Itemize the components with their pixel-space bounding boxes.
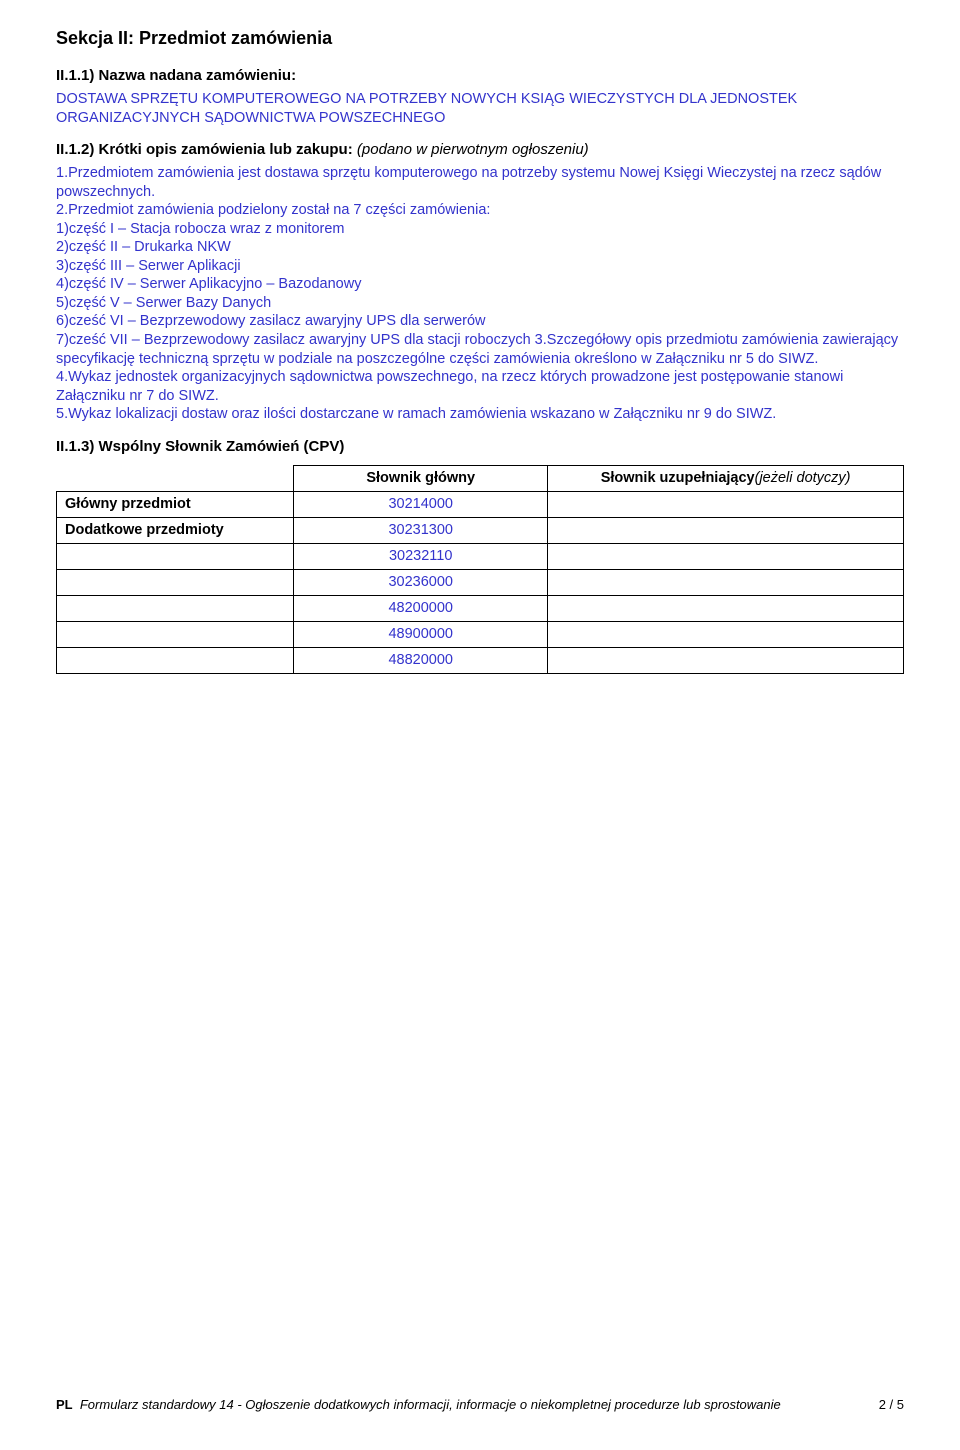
heading-short-desc-prefix: II.1.2) Krótki opis zamówienia lub zakup…	[56, 141, 353, 158]
footer-country-code: PL	[56, 1397, 73, 1412]
heading-short-desc-suffix: (podano w pierwotnym ogłoszeniu)	[357, 141, 589, 158]
row-main-label: Główny przedmiot	[57, 491, 294, 517]
table-row: 30232110	[57, 543, 904, 569]
table-row: 48820000	[57, 647, 904, 673]
table-row: Dodatkowe przedmioty 30231300	[57, 517, 904, 543]
cpv-code: 30232110	[294, 543, 548, 569]
cpv-code: 48820000	[294, 647, 548, 673]
cpv-code: 48200000	[294, 595, 548, 621]
row-additional-label: Dodatkowe przedmioty	[57, 517, 294, 543]
heading-cpv: II.1.3) Wspólny Słownik Zamówień (CPV)	[56, 438, 904, 455]
order-name-value: DOSTAWA SPRZĘTU KOMPUTEROWEGO NA POTRZEB…	[56, 90, 904, 127]
cpv-code: 30236000	[294, 569, 548, 595]
row-empty-label	[57, 647, 294, 673]
cpv-supp-cell	[548, 595, 904, 621]
table-header-main: Słownik główny	[294, 465, 548, 491]
table-row: 30236000	[57, 569, 904, 595]
table-header-empty	[57, 465, 294, 491]
cpv-supp-cell	[548, 491, 904, 517]
cpv-code: 30214000	[294, 491, 548, 517]
cpv-supp-cell	[548, 647, 904, 673]
heading-short-desc: II.1.2) Krótki opis zamówienia lub zakup…	[56, 141, 904, 158]
table-header-row: Słownik główny Słownik uzupełniający(jeż…	[57, 465, 904, 491]
cpv-table: Słownik główny Słownik uzupełniający(jeż…	[56, 465, 904, 674]
heading-order-name: II.1.1) Nazwa nadana zamówieniu:	[56, 67, 904, 84]
cpv-supp-cell	[548, 569, 904, 595]
cpv-supp-cell	[548, 543, 904, 569]
section-title: Sekcja II: Przedmiot zamówienia	[56, 28, 904, 49]
row-empty-label	[57, 595, 294, 621]
table-header-supp-prefix: Słownik uzupełniający	[601, 470, 755, 486]
table-header-supp-suffix: (jeżeli dotyczy)	[755, 470, 851, 486]
row-empty-label	[57, 621, 294, 647]
footer-text: Formularz standardowy 14 - Ogłoszenie do…	[80, 1397, 781, 1412]
row-empty-label	[57, 543, 294, 569]
row-empty-label	[57, 569, 294, 595]
page-footer: 2 / 5 PL Formularz standardowy 14 - Ogło…	[56, 1397, 904, 1414]
cpv-code: 48900000	[294, 621, 548, 647]
short-description-value: 1.Przedmiotem zamówienia jest dostawa sp…	[56, 164, 904, 424]
cpv-supp-cell	[548, 621, 904, 647]
cpv-supp-cell	[548, 517, 904, 543]
table-row: Główny przedmiot 30214000	[57, 491, 904, 517]
page-number: 2 / 5	[879, 1397, 904, 1414]
table-row: 48900000	[57, 621, 904, 647]
table-row: 48200000	[57, 595, 904, 621]
table-header-supp: Słownik uzupełniający(jeżeli dotyczy)	[548, 465, 904, 491]
cpv-code: 30231300	[294, 517, 548, 543]
